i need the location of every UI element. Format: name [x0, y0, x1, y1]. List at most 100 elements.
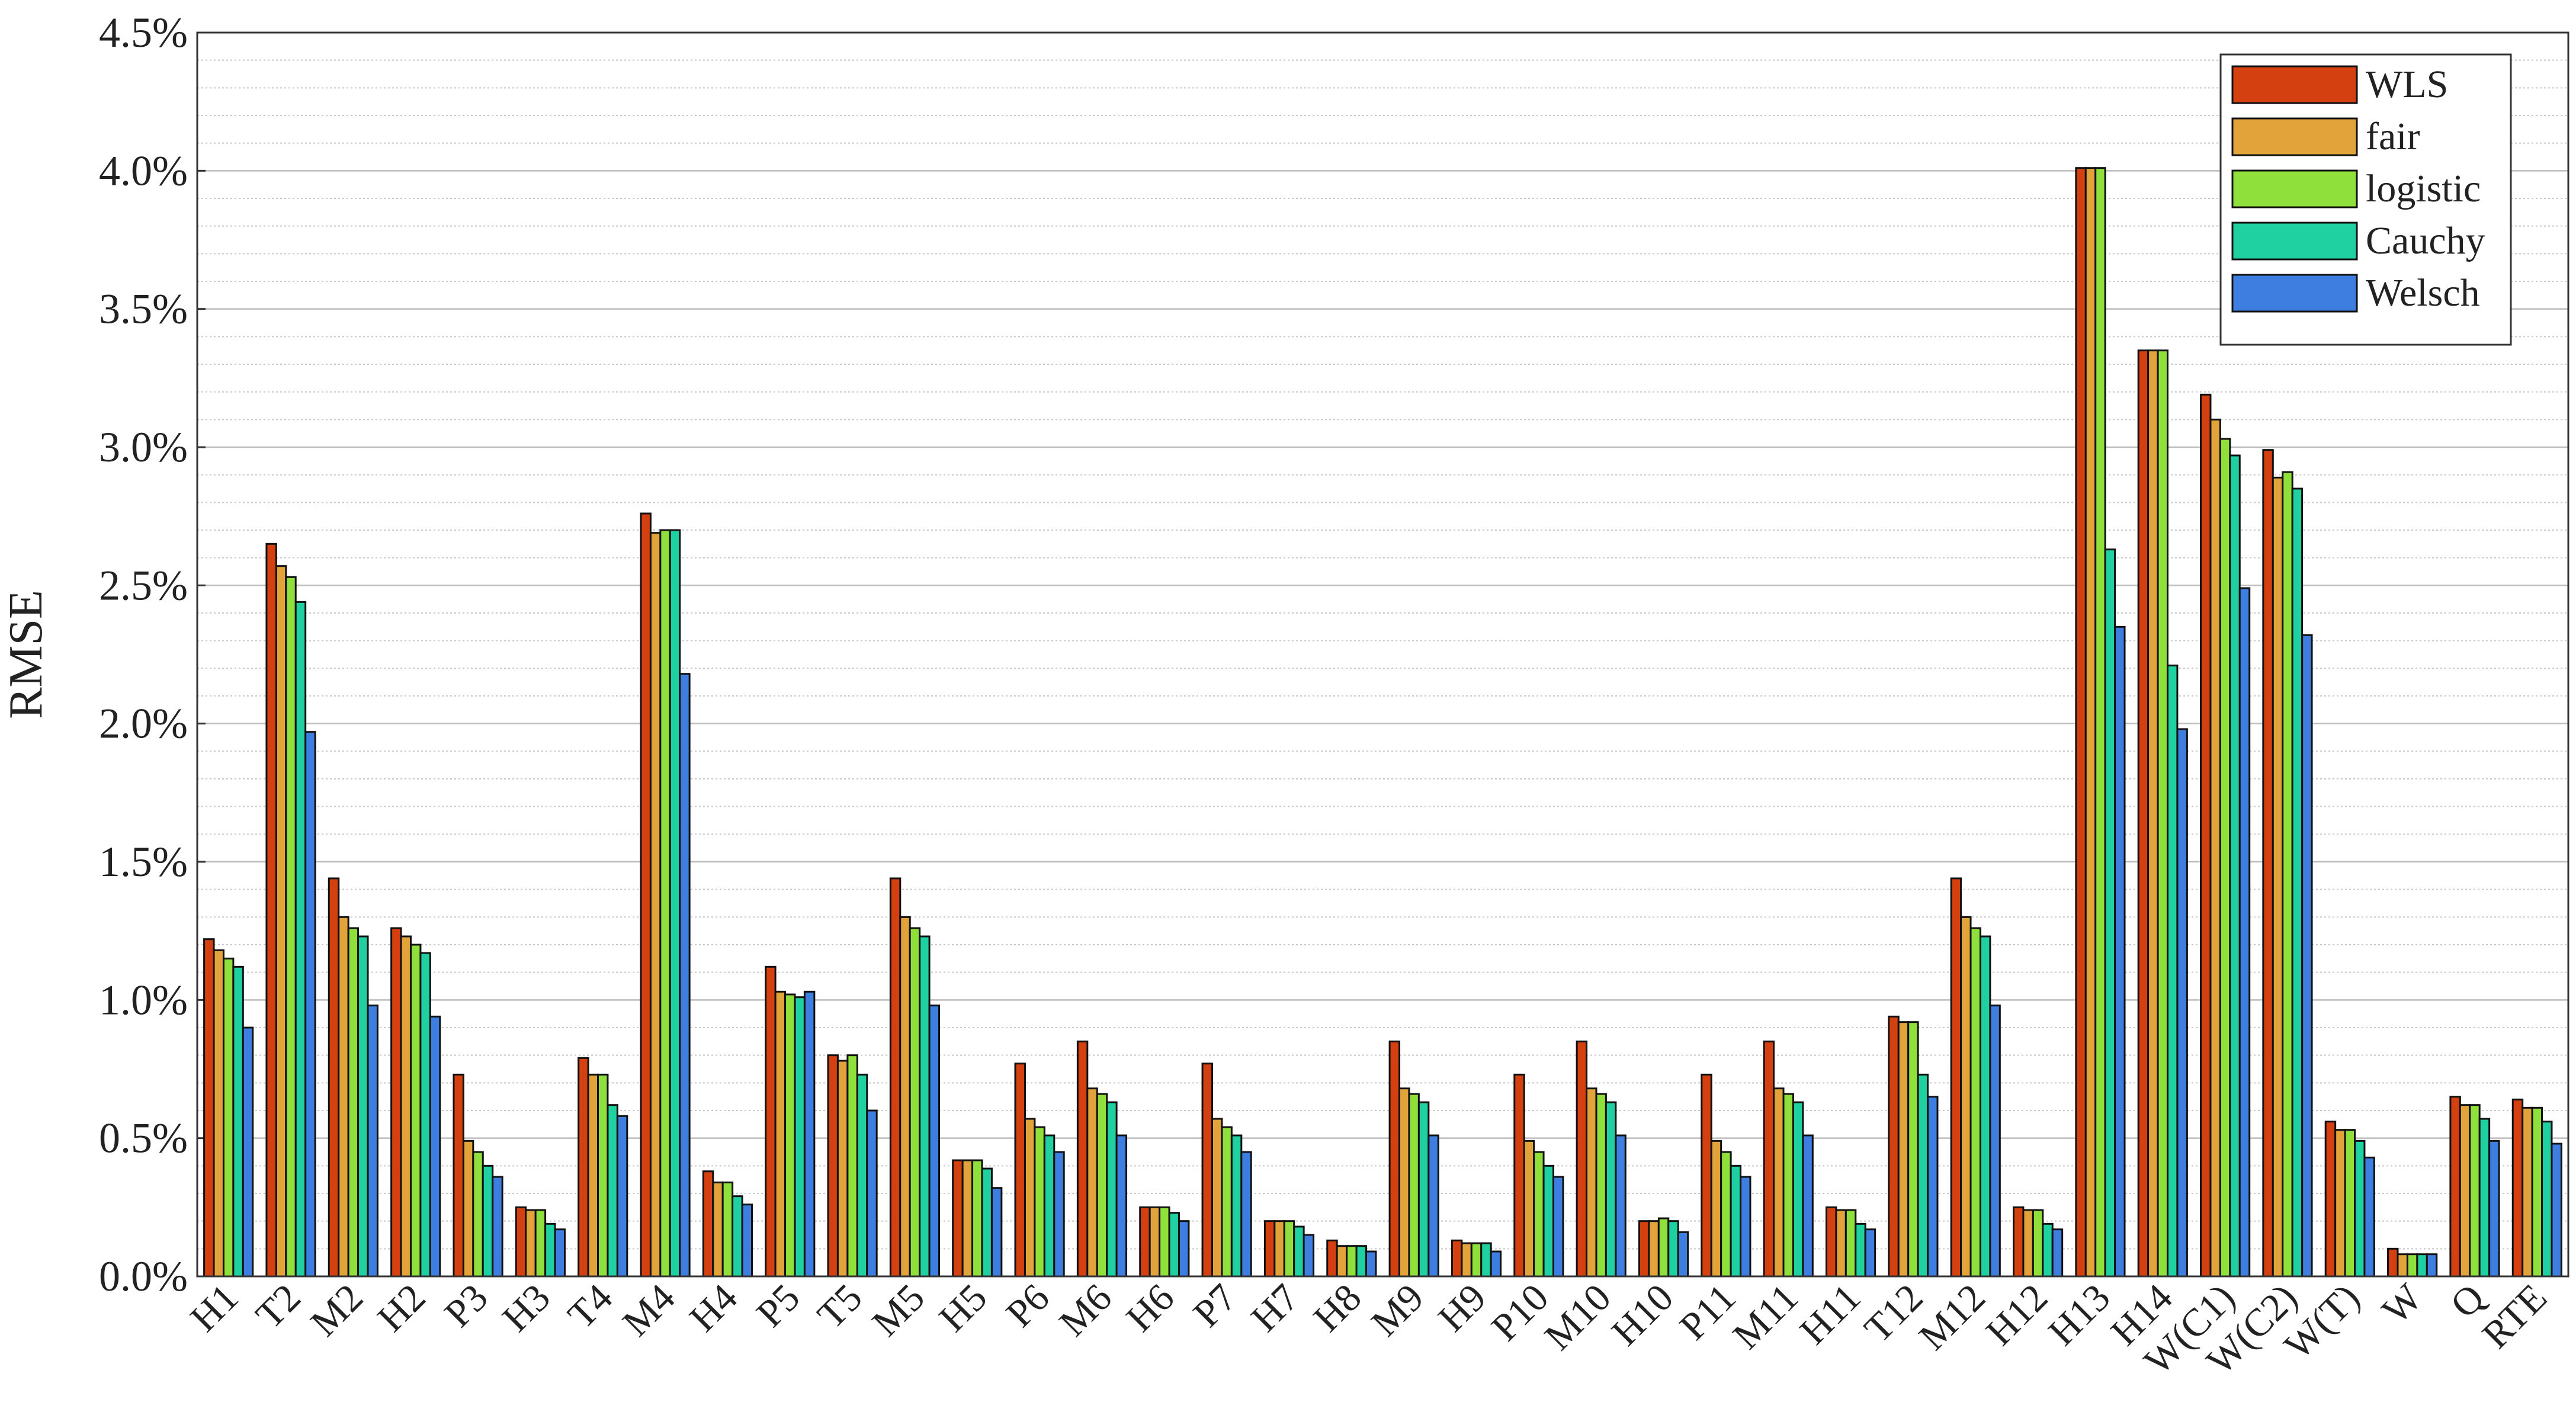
- bar: [232, 965, 244, 1278]
- bar: [2426, 1253, 2438, 1278]
- bar: [669, 529, 681, 1278]
- bar: [419, 952, 431, 1278]
- y-tick-label: 2.0%: [99, 700, 188, 747]
- bar: [1053, 1151, 1065, 1278]
- bar: [836, 1060, 849, 1278]
- bar: [1740, 1176, 1751, 1278]
- bar: [222, 957, 235, 1278]
- legend-swatch: [2231, 117, 2358, 156]
- legend-label: logistic: [2366, 167, 2481, 210]
- bar: [2363, 1156, 2375, 1278]
- bar: [2387, 1247, 2399, 1278]
- y-tick-label: 4.5%: [99, 9, 188, 56]
- bar: [1149, 1206, 1161, 1278]
- x-tick-label: M11: [1725, 1276, 1807, 1358]
- bar: [961, 1159, 974, 1278]
- bar: [1139, 1206, 1151, 1278]
- bar: [1979, 935, 1991, 1278]
- bar: [1595, 1093, 1607, 1278]
- bar: [803, 990, 816, 1278]
- bar: [712, 1181, 724, 1278]
- bar: [2334, 1129, 2346, 1278]
- bar: [2478, 1118, 2491, 1278]
- bar: [525, 1209, 537, 1278]
- bar: [338, 916, 349, 1278]
- bar: [213, 949, 224, 1278]
- bar: [2488, 1140, 2500, 1278]
- x-tick-label: H10: [1603, 1276, 1682, 1354]
- x-tick-label: H9: [1430, 1276, 1494, 1340]
- bar: [616, 1115, 628, 1278]
- bar: [1168, 1212, 1180, 1278]
- bar: [400, 935, 412, 1278]
- bar: [741, 1204, 753, 1278]
- bar: [2551, 1143, 2562, 1278]
- bar: [1201, 1063, 1213, 1278]
- x-tick-label: W: [2374, 1275, 2431, 1332]
- bar: [534, 1209, 547, 1278]
- bar: [1763, 1040, 1775, 1278]
- bar: [2301, 634, 2313, 1278]
- bar: [265, 543, 277, 1278]
- x-tick-label: H4: [681, 1276, 746, 1340]
- legend-swatch: [2231, 274, 2358, 313]
- bar: [1398, 1087, 1410, 1278]
- bar: [1927, 1096, 1939, 1278]
- bar: [1835, 1209, 1847, 1278]
- bar: [952, 1159, 964, 1278]
- bar: [827, 1054, 839, 1278]
- bar: [2084, 167, 2097, 1278]
- bar: [2469, 1104, 2481, 1278]
- bar: [981, 1167, 993, 1278]
- bar: [1283, 1220, 1295, 1278]
- bar: [275, 565, 287, 1278]
- bar: [1417, 1101, 1430, 1278]
- x-tick-label: H12: [1978, 1276, 2056, 1354]
- bar: [2157, 349, 2168, 1278]
- bar: [1178, 1220, 1190, 1278]
- bar: [242, 1026, 254, 1278]
- x-tick-label: H3: [494, 1276, 559, 1340]
- bar: [2354, 1140, 2366, 1278]
- bar: [1159, 1206, 1170, 1278]
- x-tick-label: M9: [1363, 1276, 1432, 1344]
- bar: [1427, 1134, 1439, 1278]
- bar: [1461, 1242, 1473, 1278]
- bar: [2051, 1228, 2064, 1278]
- bar: [1024, 1118, 1036, 1278]
- bar: [1221, 1126, 1233, 1278]
- bar: [1969, 927, 1981, 1278]
- x-tick-label: T4: [560, 1276, 621, 1337]
- bar: [1897, 1021, 1910, 1278]
- bar: [1648, 1220, 1660, 1278]
- bar: [1825, 1206, 1837, 1278]
- bar: [2219, 438, 2231, 1278]
- bar: [1586, 1087, 1597, 1278]
- bar: [1950, 877, 1962, 1278]
- bar: [732, 1195, 743, 1278]
- bar: [971, 1159, 983, 1278]
- bar: [1701, 1073, 1712, 1278]
- bar: [544, 1222, 556, 1278]
- bar: [2449, 1096, 2461, 1278]
- legend-label: fair: [2366, 115, 2420, 158]
- bar: [1864, 1228, 1876, 1278]
- bar: [909, 927, 921, 1278]
- x-tick-label: T2: [248, 1276, 309, 1337]
- bar: [1917, 1073, 1929, 1278]
- bar: [1086, 1087, 1098, 1278]
- x-tick-label: M12: [1911, 1276, 1994, 1359]
- bar: [2209, 418, 2221, 1278]
- bar: [1552, 1176, 1564, 1278]
- x-tick-label: P7: [1185, 1276, 1245, 1336]
- bar: [1907, 1021, 1919, 1278]
- bar: [1106, 1101, 1118, 1278]
- bar: [1989, 1005, 2001, 1278]
- x-tick-label: P6: [998, 1276, 1058, 1336]
- bar: [554, 1228, 566, 1278]
- bar: [1720, 1151, 1732, 1278]
- bar: [1263, 1220, 1276, 1278]
- legend-swatch: [2231, 169, 2358, 208]
- bar: [1034, 1126, 1045, 1278]
- x-tick-label: M2: [303, 1276, 371, 1344]
